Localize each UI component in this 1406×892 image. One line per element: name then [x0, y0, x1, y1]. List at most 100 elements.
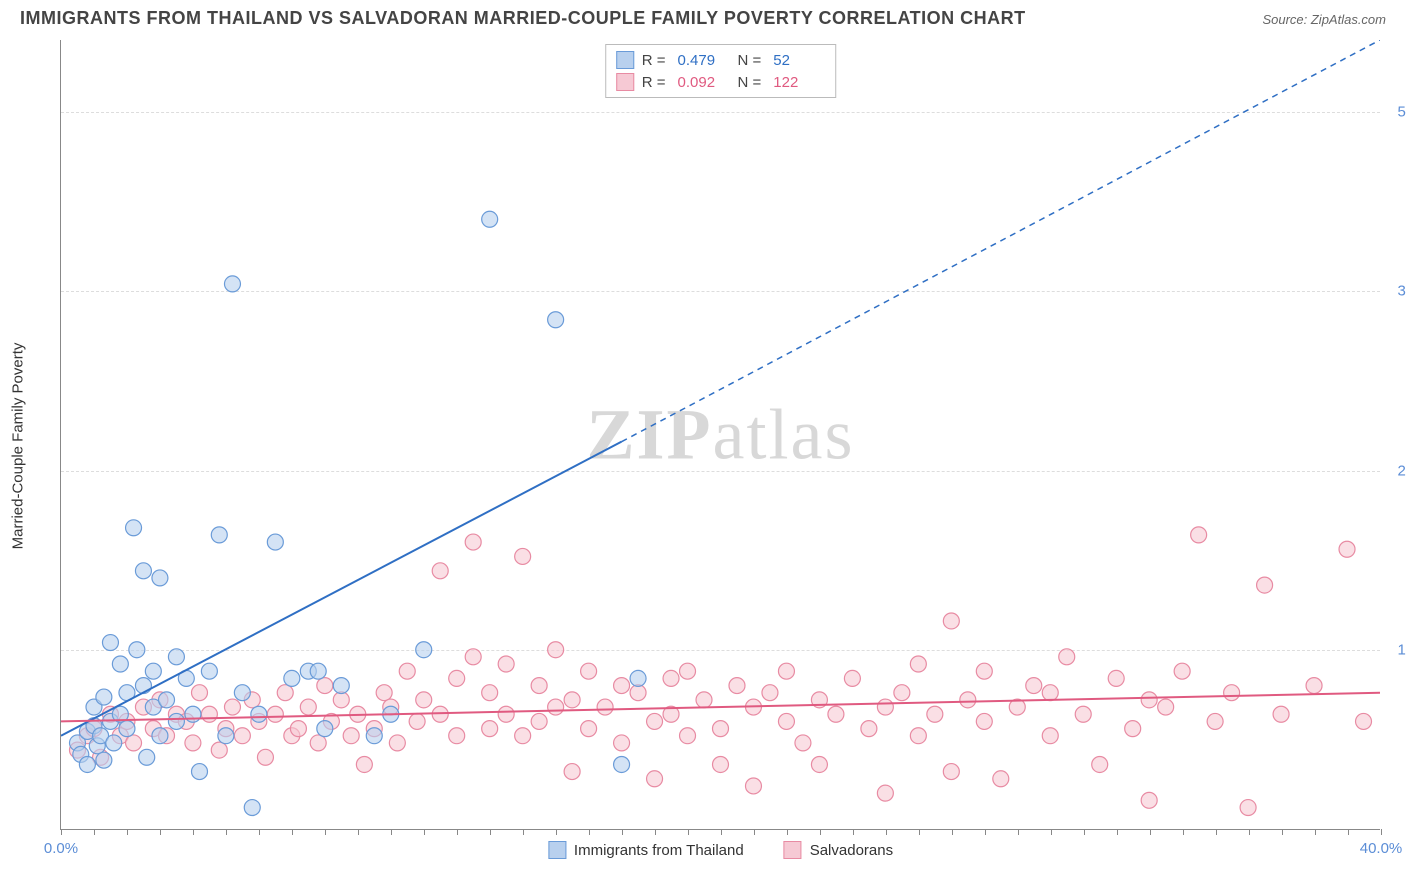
x-tick — [1117, 829, 1118, 835]
data-point — [290, 721, 306, 737]
data-point — [79, 756, 95, 772]
data-point — [647, 771, 663, 787]
data-point — [152, 728, 168, 744]
data-point — [409, 713, 425, 729]
data-point — [185, 735, 201, 751]
r-label: R = — [642, 52, 666, 69]
x-tick — [325, 829, 326, 835]
data-point — [333, 678, 349, 694]
x-tick — [94, 829, 95, 835]
data-point — [713, 756, 729, 772]
x-tick — [820, 829, 821, 835]
x-tick — [259, 829, 260, 835]
x-tick — [1150, 829, 1151, 835]
data-point — [126, 520, 142, 536]
data-point — [1026, 678, 1042, 694]
data-point — [376, 685, 392, 701]
data-point — [498, 706, 514, 722]
data-point — [482, 721, 498, 737]
x-tick — [589, 829, 590, 835]
data-point — [564, 692, 580, 708]
x-tick — [688, 829, 689, 835]
data-point — [159, 692, 175, 708]
x-tick — [853, 829, 854, 835]
x-tick — [193, 829, 194, 835]
data-point — [680, 728, 696, 744]
data-point — [482, 211, 498, 227]
data-point — [531, 713, 547, 729]
x-tick — [1282, 829, 1283, 835]
data-point — [564, 764, 580, 780]
chart-title: IMMIGRANTS FROM THAILAND VS SALVADORAN M… — [20, 8, 1026, 29]
data-point — [680, 663, 696, 679]
data-point — [1092, 756, 1108, 772]
data-point — [267, 706, 283, 722]
data-point — [581, 721, 597, 737]
swatch-thailand-icon — [548, 841, 566, 859]
data-point — [310, 663, 326, 679]
data-point — [1191, 527, 1207, 543]
series-legend: Immigrants from Thailand Salvadorans — [548, 841, 893, 859]
x-tick — [424, 829, 425, 835]
data-point — [482, 685, 498, 701]
data-point — [185, 706, 201, 722]
x-tick — [1348, 829, 1349, 835]
data-point — [976, 663, 992, 679]
data-point — [300, 699, 316, 715]
x-tick — [1315, 829, 1316, 835]
data-point — [106, 735, 122, 751]
data-point — [234, 728, 250, 744]
data-point — [498, 656, 514, 672]
x-tick — [490, 829, 491, 835]
x-tick — [1216, 829, 1217, 835]
data-point — [244, 800, 260, 816]
x-tick — [1249, 829, 1250, 835]
data-point — [1207, 713, 1223, 729]
x-tick — [127, 829, 128, 835]
x-tick — [754, 829, 755, 835]
data-point — [548, 642, 564, 658]
data-point — [465, 649, 481, 665]
x-tick — [919, 829, 920, 835]
data-point — [192, 685, 208, 701]
data-point — [284, 670, 300, 686]
data-point — [317, 678, 333, 694]
swatch-salvadoran-icon — [784, 841, 802, 859]
data-point — [696, 692, 712, 708]
data-point — [630, 685, 646, 701]
data-point — [317, 721, 333, 737]
x-tick — [655, 829, 656, 835]
data-point — [844, 670, 860, 686]
swatch-thailand — [616, 51, 634, 69]
data-point — [1059, 649, 1075, 665]
x-tick — [391, 829, 392, 835]
data-point — [828, 706, 844, 722]
data-point — [96, 752, 112, 768]
data-point — [168, 649, 184, 665]
x-tick — [61, 829, 62, 835]
chart-plot-area: ZIPatlas R = 0.479 N = 52 R = 0.092 N = … — [60, 40, 1380, 830]
scatter-svg — [61, 40, 1380, 829]
x-tick — [226, 829, 227, 835]
data-point — [389, 735, 405, 751]
data-point — [129, 642, 145, 658]
data-point — [1141, 692, 1157, 708]
data-point — [614, 678, 630, 694]
x-tick — [292, 829, 293, 835]
correlation-legend: R = 0.479 N = 52 R = 0.092 N = 122 — [605, 44, 837, 98]
x-tick-label: 0.0% — [44, 840, 78, 857]
data-point — [1141, 792, 1157, 808]
data-point — [910, 656, 926, 672]
x-tick-label: 40.0% — [1360, 840, 1403, 857]
data-point — [201, 663, 217, 679]
data-point — [910, 728, 926, 744]
data-point — [877, 699, 893, 715]
data-point — [778, 713, 794, 729]
data-point — [597, 699, 613, 715]
n-label: N = — [738, 74, 762, 91]
data-point — [310, 735, 326, 751]
data-point — [548, 699, 564, 715]
data-point — [135, 678, 151, 694]
data-point — [356, 756, 372, 772]
data-point — [729, 678, 745, 694]
